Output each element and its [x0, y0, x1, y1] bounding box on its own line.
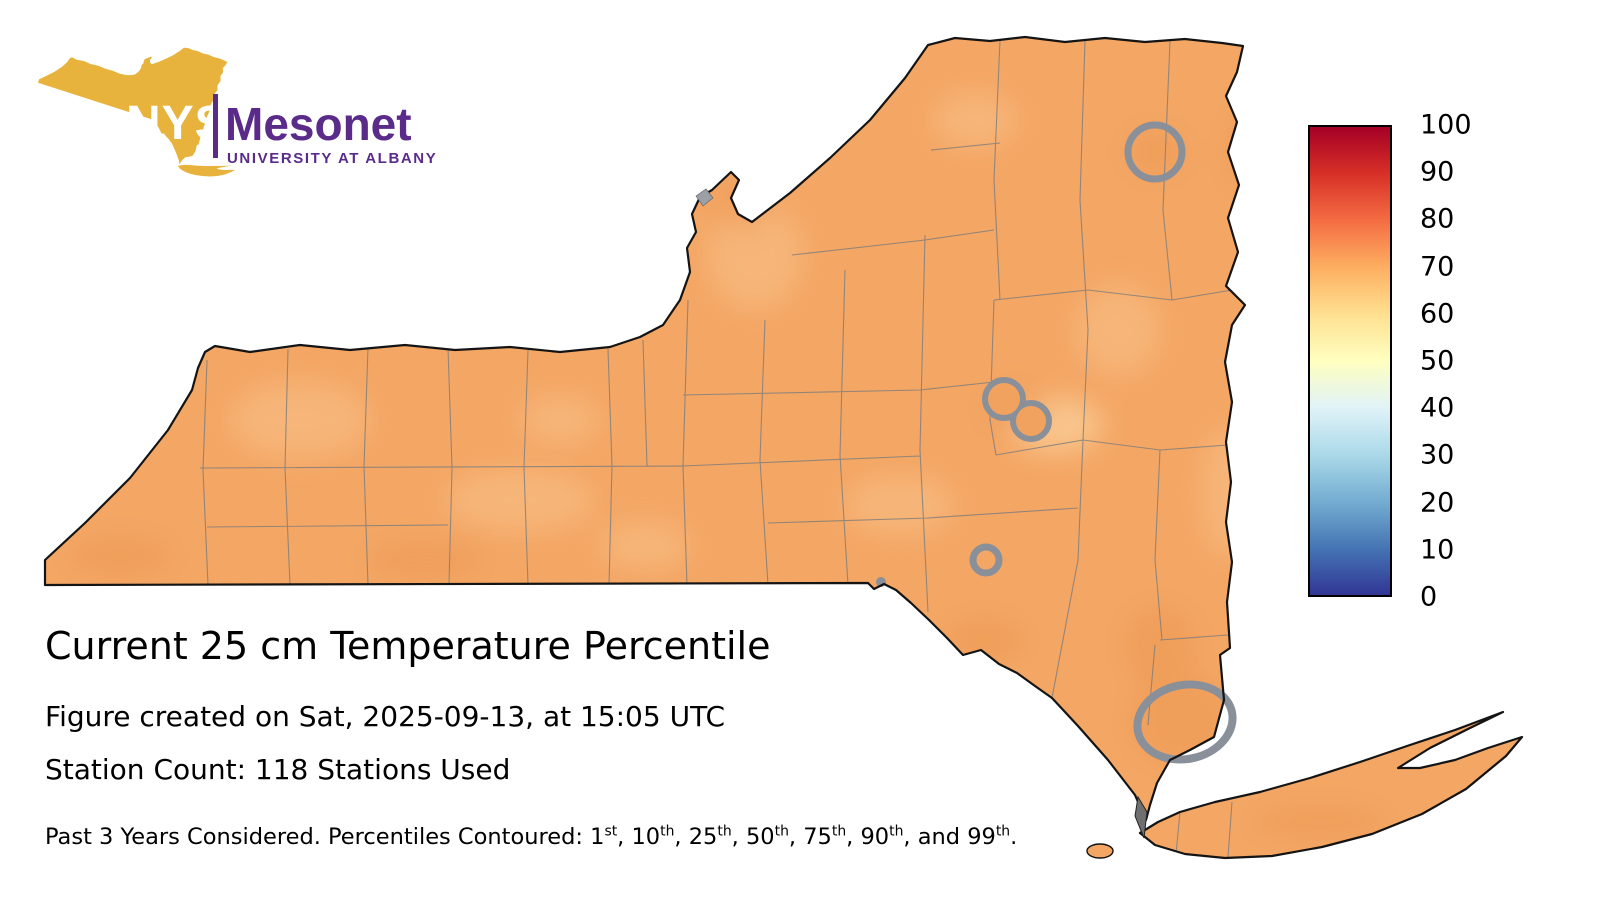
station-count-text: Station Count: 118 Stations Used — [45, 753, 511, 786]
footer-segment: , 25 — [674, 824, 718, 850]
footer-ordinal-sup: th — [717, 823, 732, 840]
logo-university-text: UNIVERSITY AT ALBANY — [227, 150, 438, 167]
island-shape — [695, 188, 714, 207]
shade-patch — [520, 396, 600, 444]
footer-ordinal-sup: th — [831, 823, 847, 840]
colorbar-tick-label: 20 — [1420, 487, 1455, 519]
footer-segment: Past 3 Years Considered. Percentiles Con… — [45, 824, 605, 850]
logo-mesonet-text: Mesonet — [225, 98, 412, 150]
shade-patch — [365, 540, 485, 580]
shade-patch — [1250, 804, 1390, 840]
colorbar-tick-label: 70 — [1420, 251, 1455, 283]
shade-patch — [1224, 105, 1276, 195]
colorbar-ticks: 100 90 80 70 60 50 40 30 20 10 0 — [1420, 110, 1510, 613]
shade-patch — [65, 534, 175, 578]
footer-segment: , 90 — [846, 824, 890, 850]
colorbar-tick-label: 90 — [1420, 156, 1455, 188]
county-borders — [199, 39, 1233, 858]
colorbar-tick-label: 50 — [1420, 345, 1455, 377]
logo-nys-text: NYS — [126, 97, 228, 150]
contour-ring-fill — [1016, 406, 1046, 436]
shade-patch — [933, 92, 1017, 148]
logo-divider — [213, 94, 218, 158]
shade-patch — [1123, 126, 1187, 178]
staten-island-shape — [1086, 843, 1114, 859]
figure-title: Current 25 cm Temperature Percentile — [45, 624, 771, 668]
footer-ordinal-sup: th — [660, 823, 675, 840]
footer-segment: , 10 — [617, 824, 661, 850]
contour-ring — [1133, 680, 1237, 764]
colorbar-tick-label: 80 — [1420, 203, 1455, 235]
shade-patch — [943, 616, 1027, 664]
colorbar-tick-label: 0 — [1420, 581, 1438, 613]
shade-patch — [712, 179, 772, 231]
shade-patch — [230, 382, 370, 458]
footer-segment: , and 99 — [903, 824, 996, 850]
footer-segment: . — [1010, 824, 1018, 850]
contour-ring-fill — [988, 383, 1020, 415]
shade-patch — [1076, 285, 1160, 375]
shade-patch — [845, 475, 955, 535]
colorbar-tick-label: 30 — [1420, 439, 1455, 471]
figure-created-text: Figure created on Sat, 2025-09-13, at 15… — [45, 700, 726, 733]
footer-ordinal-sup: st — [604, 823, 618, 840]
shade-patch — [1122, 603, 1198, 687]
footer-segment: , 50 — [731, 824, 775, 850]
percentile-contours — [876, 121, 1237, 764]
colorbar-gradient — [1308, 125, 1392, 597]
footer-note: Past 3 Years Considered. Percentiles Con… — [45, 824, 1017, 850]
manhattan-shape — [1134, 795, 1148, 839]
contour-ring — [1124, 121, 1186, 183]
colorbar-tick-label: 60 — [1420, 298, 1455, 330]
footer-ordinal-sup: th — [774, 823, 789, 840]
shade-patch — [445, 468, 595, 532]
colorbar-tick-label: 40 — [1420, 392, 1455, 424]
shade-patch — [600, 521, 690, 569]
colorbar-tick-label: 100 — [1420, 109, 1472, 141]
footer-segment: , 75 — [788, 824, 832, 850]
footer-ordinal-sup: th — [995, 823, 1011, 840]
footer-ordinal-sup: th — [889, 823, 904, 840]
contour-ring — [969, 543, 1003, 577]
colorbar-tick-label: 10 — [1420, 534, 1455, 566]
